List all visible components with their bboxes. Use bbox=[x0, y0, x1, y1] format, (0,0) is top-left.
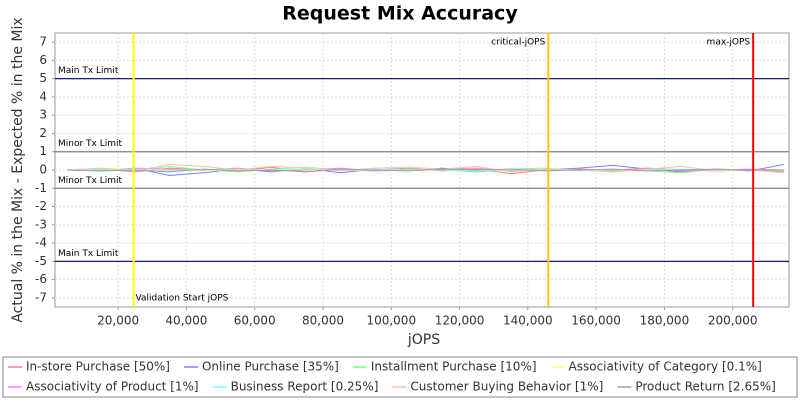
y-tick-label: 5 bbox=[39, 71, 47, 85]
legend-label: In-store Purchase [50%] bbox=[26, 360, 170, 374]
legend-item: Product Return [2.65%] bbox=[617, 380, 776, 394]
y-tick-label: -7 bbox=[35, 290, 47, 304]
limit-label: Minor Tx Limit bbox=[58, 139, 123, 149]
x-tick-label: 200,000 bbox=[708, 314, 758, 328]
legend-box bbox=[2, 356, 798, 398]
legend-item: In-store Purchase [50%] bbox=[8, 360, 170, 374]
marker-label: Validation Start jOPS bbox=[136, 294, 229, 304]
x-tick-label: 180,000 bbox=[640, 314, 690, 328]
y-tick-label: 3 bbox=[39, 108, 47, 122]
x-tick-label: 60,000 bbox=[234, 314, 276, 328]
x-tick-label: 140,000 bbox=[503, 314, 553, 328]
x-tick-label: 120,000 bbox=[435, 314, 485, 328]
y-tick-label: -4 bbox=[35, 236, 47, 250]
legend-label: Associativity of Category [0.1%] bbox=[569, 360, 762, 374]
y-tick-label: 4 bbox=[39, 89, 47, 103]
legend-label: Online Purchase [35%] bbox=[202, 360, 339, 374]
legend-item: Associativity of Product [1%] bbox=[8, 380, 199, 394]
legend-item: Customer Buying Behavior [1%] bbox=[392, 380, 603, 394]
y-tick-label: 7 bbox=[39, 35, 47, 49]
limit-label: Main Tx Limit bbox=[58, 66, 119, 76]
legend-label: Installment Purchase [10%] bbox=[371, 360, 537, 374]
series-line bbox=[66, 168, 784, 173]
legend-label: Product Return [2.65%] bbox=[635, 380, 776, 394]
y-axis-label: Actual % in the Mix - Expected % in the … bbox=[10, 17, 26, 322]
chart-title: Request Mix Accuracy bbox=[282, 3, 518, 25]
x-axis-label: jOPS bbox=[407, 332, 440, 348]
marker-label: critical-jOPS bbox=[491, 38, 545, 48]
y-tick-label: -5 bbox=[35, 254, 47, 268]
y-tick-label: -6 bbox=[35, 272, 47, 286]
legend-item: Installment Purchase [10%] bbox=[352, 360, 537, 374]
legend-item: Online Purchase [35%] bbox=[183, 360, 339, 374]
marker-label: max-jOPS bbox=[707, 38, 751, 48]
limit-label: Minor Tx Limit bbox=[58, 176, 123, 186]
series-line bbox=[66, 164, 784, 174]
x-tick-label: 20,000 bbox=[97, 314, 139, 328]
y-tick-label: 0 bbox=[39, 163, 47, 177]
x-tick-label: 80,000 bbox=[302, 314, 344, 328]
y-tick-label: 2 bbox=[39, 126, 47, 140]
legend-label: Associativity of Product [1%] bbox=[26, 380, 199, 394]
x-tick-label: 160,000 bbox=[571, 314, 621, 328]
legend-item: Business Report [0.25%] bbox=[212, 380, 379, 394]
y-tick-label: 6 bbox=[39, 53, 47, 67]
y-tick-label: -3 bbox=[35, 217, 47, 231]
y-tick-label: 1 bbox=[39, 144, 47, 158]
x-tick-label: 40,000 bbox=[165, 314, 207, 328]
legend-item: Associativity of Category [0.1%] bbox=[550, 360, 762, 374]
limit-label: Main Tx Limit bbox=[58, 249, 119, 259]
y-tick-label: -2 bbox=[35, 199, 47, 213]
x-tick-label: 100,000 bbox=[366, 314, 416, 328]
y-tick-label: -1 bbox=[35, 181, 47, 195]
legend-label: Customer Buying Behavior [1%] bbox=[410, 380, 603, 394]
legend-label: Business Report [0.25%] bbox=[231, 380, 379, 394]
